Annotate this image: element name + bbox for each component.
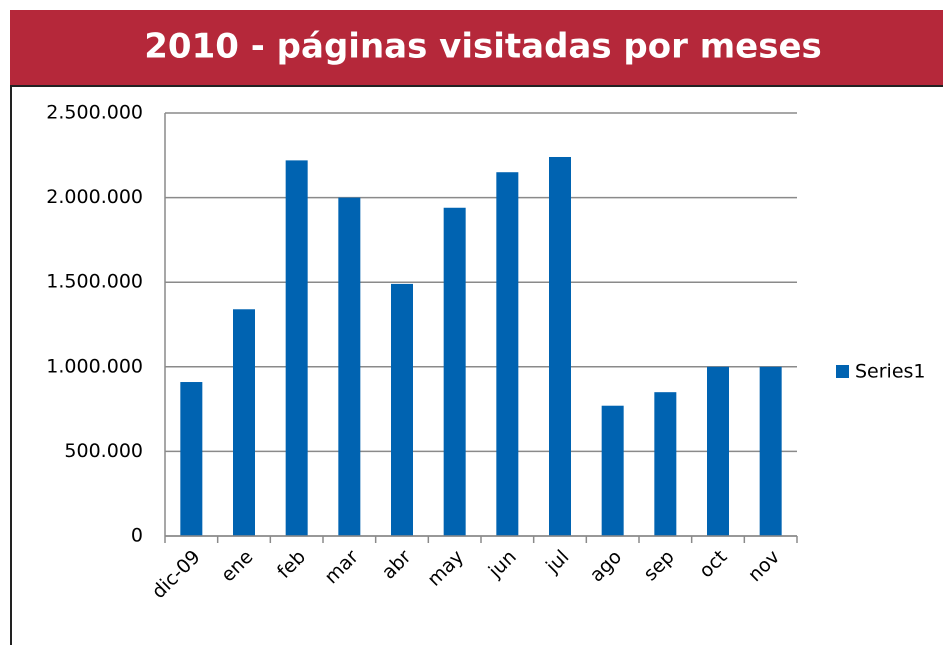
x-tick-label: oct <box>695 546 731 582</box>
x-tick-label: may <box>423 546 468 591</box>
bar <box>707 366 729 536</box>
x-tick-label: sep <box>639 546 678 585</box>
x-tick-label: ene <box>217 546 258 587</box>
bar <box>654 392 677 536</box>
bar <box>180 382 203 536</box>
bar <box>496 172 519 536</box>
bar <box>759 366 782 536</box>
y-tick-label: 1.500.000 <box>46 271 143 293</box>
bar <box>549 156 571 536</box>
x-tick-label: jun <box>484 546 521 583</box>
x-tick-label: feb <box>273 546 310 583</box>
y-tick-label: 1.000.000 <box>46 355 143 377</box>
x-tick-label: dic-09 <box>148 546 205 603</box>
y-tick-label: 2.500.000 <box>46 102 143 124</box>
legend-label: Series1 <box>855 361 926 383</box>
legend-swatch <box>836 365 849 378</box>
bar <box>391 283 413 536</box>
y-tick-label: 0 <box>131 525 143 547</box>
bar <box>443 207 466 536</box>
bar <box>233 309 255 536</box>
y-tick-label: 500.000 <box>64 440 143 462</box>
x-tick-label: mar <box>320 546 363 589</box>
title-banner <box>10 10 943 86</box>
x-tick-label: abr <box>378 546 416 584</box>
x-tick-label: nov <box>744 546 784 586</box>
x-tick-label: ago <box>586 546 627 587</box>
y-tick-label: 2.000.000 <box>46 186 143 208</box>
bar <box>601 405 624 536</box>
bar <box>285 160 308 536</box>
x-tick-label: jul <box>541 546 573 578</box>
bar <box>338 197 361 536</box>
chart-title: 2010 - páginas visitadas por meses <box>144 27 822 67</box>
